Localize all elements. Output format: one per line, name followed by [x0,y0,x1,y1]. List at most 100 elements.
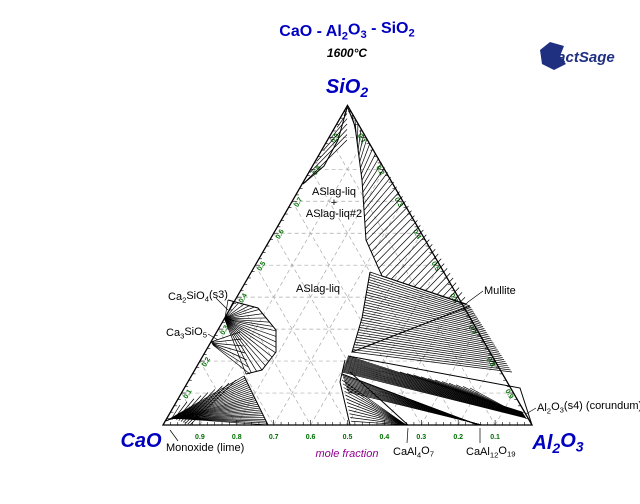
tie-line [344,390,407,426]
tick-label: 0.3 [220,324,231,336]
tie-line [185,386,223,424]
phase-label: ASlag-liq [296,283,340,295]
tie-line [362,162,383,193]
tie-line [171,404,181,419]
tie-line [358,133,365,157]
tie-line [362,314,493,342]
tie-line [364,186,397,223]
tie-line [354,344,509,367]
tie-line [224,318,277,332]
title: CaO - Al2O3 - SiO2 [279,20,414,42]
tie-line [347,391,483,426]
phase-label: ASlag-liq#2 [306,208,362,220]
tie-line [189,379,237,426]
leader-line [467,290,484,303]
tie-line [211,342,244,347]
tie-line [360,143,371,169]
tie-line [402,248,436,284]
tie-line [362,317,494,344]
phase-label: Ca2SiO4(s3) [168,289,228,304]
tie-line [341,371,527,419]
grid-line [273,201,404,426]
logo: FactSage [540,42,615,70]
tick-label: 0.4 [238,292,249,304]
tie-line [178,395,202,421]
tie-line [224,318,277,348]
phase-boundary [349,371,409,426]
tie-line [349,413,408,426]
phase-label: Monoxide (lime) [166,442,244,454]
grid-line [494,392,514,426]
tick-label: 0.8 [485,356,496,368]
tie-line [344,364,525,416]
phase-boundary [339,359,351,426]
vertex-label: Al2O3 [531,430,583,456]
tie-line [182,389,216,423]
tick-label: 0.1 [490,434,500,441]
tie-line [180,392,209,422]
temperature: 1600°C [327,46,367,60]
tie-line [413,258,442,287]
tie-line [224,319,252,373]
tie-line [369,271,471,307]
grid-line [199,360,238,426]
tie-line [375,220,418,263]
tie-line [347,405,408,426]
tie-line [187,382,230,425]
tie-line [173,401,188,420]
tie-line [359,138,368,163]
leader-line [525,407,537,415]
phase-label: ASlag-liq [312,186,356,198]
tie-line [378,224,421,269]
tie-line [346,359,524,414]
tie-line [380,229,424,275]
tick-label: 0.3 [393,197,404,209]
phase-boundary [243,375,269,426]
tick-label: 0.5 [343,434,353,441]
tie-line [361,319,496,346]
tie-line [224,319,273,358]
grid-line [328,137,496,426]
tick-label: 0.6 [448,292,459,304]
tick-label: 0.2 [201,356,212,368]
tie-line [302,139,348,185]
tie-line [211,343,246,354]
tick-label: 0.2 [453,434,463,441]
leader-line [169,429,179,442]
phase-label: Al2O3(s4) (corundum) [537,400,640,415]
tie-line [224,301,234,319]
leader-line [215,297,229,311]
tick-label: 0.9 [330,133,341,145]
tick-label: 0.5 [430,260,441,272]
tie-line [365,196,403,235]
tie-line [343,366,525,417]
tie-line [224,313,263,319]
tie-line [348,409,408,426]
tie-line [345,362,524,415]
tie-line [364,302,486,332]
tie-line [224,318,277,337]
tie-line [362,157,380,187]
tie-line [436,277,454,295]
tick-label: 0.9 [195,434,205,441]
tie-line [357,129,362,151]
tick-label: 0.3 [416,434,426,441]
tie-line [362,312,492,340]
tie-line [373,215,415,258]
tie-line [224,319,266,366]
leader-line [207,333,219,341]
tie-line [343,107,348,117]
tie-line [345,394,407,426]
tie-line [368,279,475,313]
tie-line [364,191,400,229]
tie-line [344,365,525,417]
tie-line [448,287,460,299]
tick-label: 0.1 [183,388,194,400]
phase-label: + [331,197,337,209]
tie-line [224,318,277,343]
grid-line [254,265,348,426]
tie-line [344,363,525,416]
tick-label: 0.8 [232,434,242,441]
tick-label: 0.7 [293,196,304,208]
